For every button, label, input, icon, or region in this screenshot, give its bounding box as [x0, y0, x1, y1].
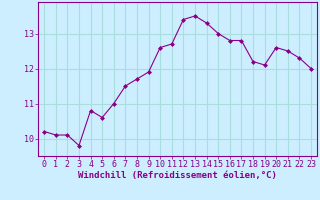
X-axis label: Windchill (Refroidissement éolien,°C): Windchill (Refroidissement éolien,°C) [78, 171, 277, 180]
